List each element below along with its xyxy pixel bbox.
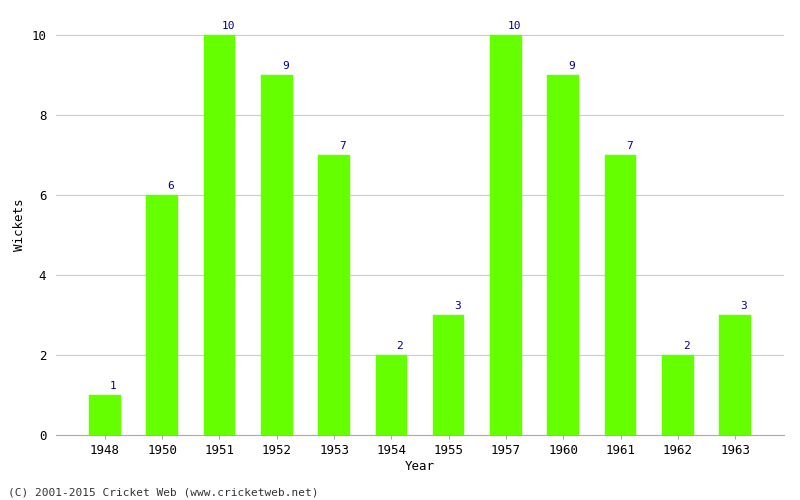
Text: 9: 9 xyxy=(569,61,575,71)
Bar xyxy=(547,75,579,435)
Bar xyxy=(146,195,178,435)
Text: (C) 2001-2015 Cricket Web (www.cricketweb.net): (C) 2001-2015 Cricket Web (www.cricketwe… xyxy=(8,488,318,498)
Bar xyxy=(318,155,350,435)
Bar xyxy=(261,75,293,435)
Text: 3: 3 xyxy=(454,301,461,311)
Bar xyxy=(605,155,636,435)
Text: 1: 1 xyxy=(110,381,117,391)
Bar xyxy=(662,355,694,435)
Bar xyxy=(719,315,751,435)
Bar xyxy=(89,395,121,435)
Text: 6: 6 xyxy=(167,181,174,191)
Bar xyxy=(433,315,465,435)
Text: 2: 2 xyxy=(683,341,690,351)
Bar xyxy=(204,35,235,435)
Bar xyxy=(490,35,522,435)
Text: 3: 3 xyxy=(740,301,747,311)
Text: 9: 9 xyxy=(282,61,289,71)
Text: 2: 2 xyxy=(397,341,403,351)
Bar xyxy=(375,355,407,435)
Text: 10: 10 xyxy=(222,21,234,31)
X-axis label: Year: Year xyxy=(405,460,435,473)
Text: 10: 10 xyxy=(508,21,522,31)
Y-axis label: Wickets: Wickets xyxy=(13,198,26,251)
Text: 7: 7 xyxy=(339,141,346,151)
Text: 7: 7 xyxy=(626,141,633,151)
